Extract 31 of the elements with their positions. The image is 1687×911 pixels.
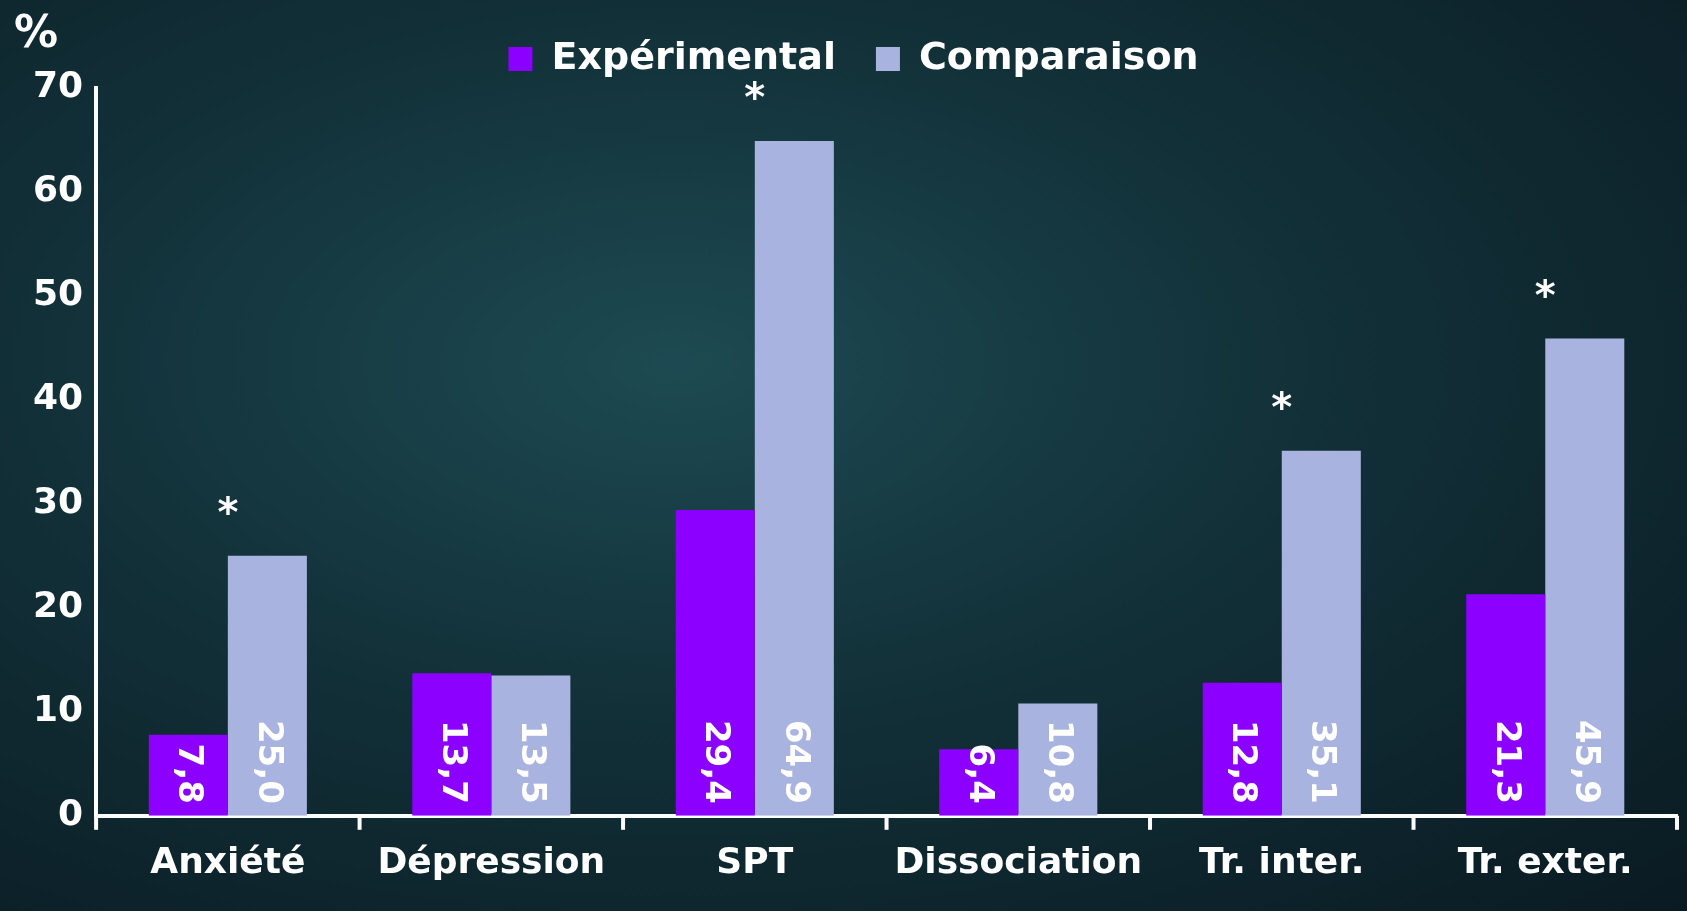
x-tick-label: Dissociation — [894, 839, 1143, 881]
x-tick-label: Tr. exter. — [1457, 839, 1633, 881]
annotation: * — [217, 489, 239, 536]
data-label: 21,3 — [1488, 719, 1529, 804]
data-label: 45,9 — [1567, 719, 1608, 804]
data-label: 13,5 — [514, 719, 555, 804]
annotation: * — [1271, 384, 1293, 431]
data-label: 64,9 — [777, 719, 818, 804]
data-label: 29,4 — [698, 719, 739, 804]
y-tick-label: 10 — [32, 688, 84, 730]
legend-label: Comparaison — [918, 33, 1199, 78]
y-tick-label: 20 — [32, 584, 84, 626]
data-label: 12,8 — [1225, 719, 1266, 804]
y-tick-label: 40 — [32, 376, 84, 418]
data-label: 7,8 — [171, 743, 212, 804]
y-tick-label: 0 — [58, 792, 84, 834]
data-label: 35,1 — [1304, 719, 1345, 804]
data-label: 25,0 — [250, 719, 291, 804]
annotation: * — [1534, 271, 1556, 318]
data-label: 10,8 — [1040, 719, 1081, 804]
x-tick-label: Dépression — [377, 839, 606, 881]
x-tick-label: Anxiété — [150, 839, 306, 881]
y-tick-label: 60 — [32, 168, 84, 210]
y-tick-label: 50 — [32, 272, 84, 314]
data-label: 6,4 — [961, 743, 1002, 804]
data-label: 13,7 — [434, 719, 475, 804]
y-axis-title: % — [14, 6, 59, 57]
y-tick-label: 30 — [32, 480, 84, 522]
x-tick-label: Tr. inter. — [1199, 839, 1365, 881]
y-tick-label: 70 — [32, 64, 84, 106]
x-tick-label: SPT — [716, 839, 794, 881]
